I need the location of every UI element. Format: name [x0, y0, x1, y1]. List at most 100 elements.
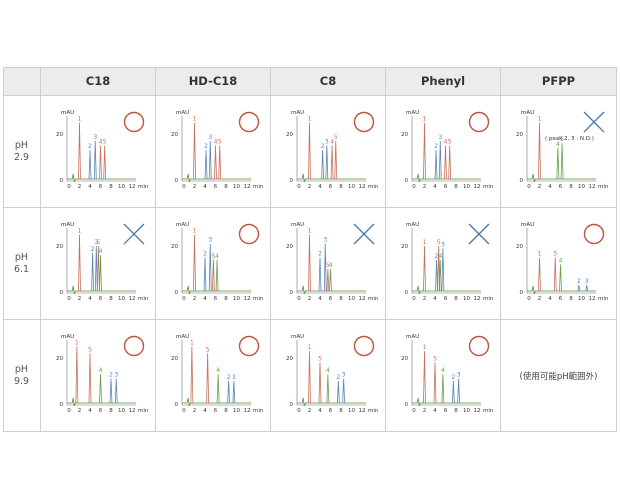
y-tick-label: 20: [171, 244, 178, 250]
peak-label: 1: [78, 116, 82, 123]
y-tick-label: 20: [516, 132, 523, 138]
x-tick-label: 6: [444, 296, 448, 302]
x-tick-label: 12: [244, 296, 251, 302]
x-tick-label: 2: [78, 408, 82, 414]
x-tick-label: 0: [527, 296, 531, 302]
peak-4: [441, 374, 445, 404]
peak-label: 5: [88, 346, 92, 353]
x-tick-label: 2: [423, 184, 427, 190]
peak-label: 5: [318, 356, 322, 363]
circle-mark-icon: [123, 335, 145, 357]
column-header-hd-c18: HD-C18: [156, 67, 271, 96]
x-tick-label: 2: [193, 408, 197, 414]
x-tick-label: 4: [203, 296, 207, 302]
peak-label: 5: [437, 239, 441, 246]
peak-1: [538, 257, 541, 292]
chromatogram-cell: (使用可能pH範囲外): [501, 320, 617, 432]
peak-4: [326, 374, 330, 404]
peak-label: 3: [325, 139, 329, 146]
x-axis-unit: min: [368, 296, 379, 302]
x-tick-label: 12: [129, 296, 136, 302]
baseline-trace: [67, 173, 136, 183]
x-tick-label: 10: [118, 296, 125, 302]
x-axis-unit: min: [253, 296, 264, 302]
peak-5: [553, 257, 557, 292]
peak-5: [206, 353, 210, 404]
x-tick-label: 10: [463, 184, 470, 190]
y-axis-unit: mAU: [521, 222, 534, 228]
chromatogram-cell: mAU 0 20 0 2 4 6 8 10 12 min 1 2 3 4 5: [386, 208, 501, 320]
x-tick-label: 8: [224, 408, 228, 414]
peak-label: 2: [203, 251, 207, 258]
column-header-phenyl: Phenyl: [386, 67, 501, 96]
y-tick-label: 0: [520, 178, 524, 184]
y-axis-unit: mAU: [406, 334, 419, 340]
chromatogram-cell: mAU 0 20 0 2 4 6 8 10 12 min 1 2 3 4 5: [156, 320, 271, 432]
peak-3: [441, 248, 445, 292]
peak-1: [423, 122, 426, 180]
peak-label: 5: [433, 356, 437, 363]
x-axis-unit: min: [368, 408, 379, 414]
peak-label: 4: [326, 367, 330, 374]
peak-4: [99, 374, 102, 404]
chromatogram-cell: mAU 0 20 0 2 4 6 8 10 12 min 1 2 3 4 5: [386, 320, 501, 432]
peak-5: [334, 140, 338, 180]
peak-2: [434, 150, 438, 180]
x-tick-label: 6: [559, 296, 563, 302]
x-tick-label: 2: [193, 296, 197, 302]
comparison-table: C18 HD-C18 C8 Phenyl PFPP pH 2.9 pH 6.1 pH…: [3, 67, 617, 432]
peak-label: 3: [94, 239, 98, 246]
peak-label: 5: [103, 139, 107, 146]
y-tick-label: 0: [290, 402, 294, 408]
x-tick-label: 12: [244, 184, 251, 190]
x-tick-label: 10: [463, 296, 470, 302]
y-tick-label: 0: [405, 290, 409, 296]
header-corner: [3, 67, 41, 96]
x-tick-label: 0: [67, 184, 71, 190]
x-tick-label: 4: [318, 184, 322, 190]
y-tick-label: 20: [286, 244, 293, 250]
y-tick-label: 20: [171, 356, 178, 362]
x-tick-label: 10: [348, 408, 355, 414]
peak-5: [326, 268, 330, 292]
peak-label: 5: [448, 139, 452, 146]
x-tick-label: 6: [329, 408, 333, 414]
x-tick-label: 12: [474, 184, 481, 190]
peak-1: [308, 351, 311, 404]
x-tick-label: 10: [233, 184, 240, 190]
peak-1: [78, 234, 81, 292]
row-label-value: 6.1: [13, 263, 30, 275]
y-axis-unit: mAU: [291, 334, 304, 340]
x-tick-label: 12: [589, 184, 596, 190]
peak-label: 5: [553, 251, 557, 258]
peak-label: 3: [585, 278, 589, 285]
peak-1: [78, 122, 81, 180]
peak-label: 2: [434, 143, 438, 150]
x-tick-label: 12: [359, 408, 366, 414]
peak-3: [457, 378, 461, 404]
baseline-trace: [182, 397, 251, 407]
peak-4: [559, 264, 562, 292]
peak-label: 3: [232, 374, 236, 381]
peak-label: 4: [216, 367, 220, 374]
y-axis-unit: mAU: [176, 110, 189, 116]
baseline-trace: [527, 173, 596, 183]
peak-1: [193, 122, 196, 180]
peak-2: [88, 150, 92, 180]
peak-3: [114, 378, 118, 404]
circle-mark-icon: [238, 223, 260, 245]
y-tick-label: 0: [175, 402, 179, 408]
x-axis-unit: min: [253, 408, 264, 414]
peak-3: [232, 380, 236, 404]
x-tick-label: 8: [339, 408, 343, 414]
peak-2: [451, 380, 455, 404]
x-tick-label: 2: [193, 184, 197, 190]
baseline-trace: [412, 285, 481, 295]
y-axis-unit: mAU: [61, 222, 74, 228]
peak-2: [203, 257, 207, 292]
cross-mark-icon: [583, 111, 605, 133]
y-tick-label: 20: [401, 132, 408, 138]
